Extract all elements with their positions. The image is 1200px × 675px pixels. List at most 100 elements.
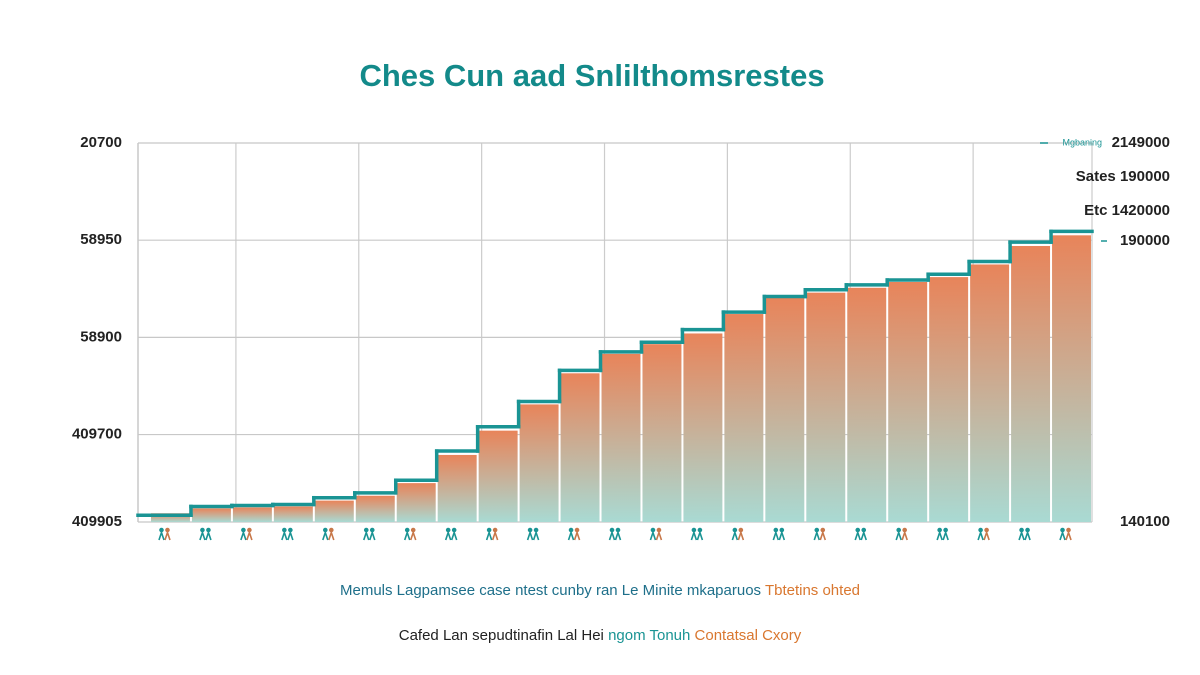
icon-body [240, 529, 247, 541]
y-tick-label: 58900 [80, 328, 122, 345]
person-icon [936, 527, 943, 541]
person-icon [246, 527, 253, 541]
bar [847, 287, 887, 522]
icon-body [1018, 529, 1025, 541]
icon-body [608, 529, 616, 541]
icon-body [322, 529, 329, 541]
bar [151, 513, 190, 522]
person-icon [199, 527, 206, 541]
bar [601, 353, 641, 522]
person-icon [363, 527, 370, 541]
footer-line: Cafed Lan sepudtinafin Lal Hei ngom Tonu… [399, 627, 802, 644]
icon-body [1059, 529, 1066, 541]
icon-body [614, 529, 622, 541]
icon-body [444, 529, 452, 541]
footer-text: Contatsal Cxory [690, 627, 801, 644]
icon-body [772, 529, 780, 541]
bar [765, 297, 805, 522]
icon-body [158, 529, 165, 541]
person-icon [287, 527, 294, 541]
right-label: Sates 190000 [1076, 168, 1170, 185]
icon-body [901, 529, 908, 541]
right-label: 2149000 [1112, 134, 1170, 151]
bar [970, 264, 1010, 522]
icon-body [164, 529, 171, 541]
icon-body [281, 529, 288, 541]
person-icon [532, 527, 540, 541]
icon-body [737, 529, 745, 541]
person-icon [854, 527, 861, 541]
person-icon [1018, 527, 1025, 541]
icon-body [813, 529, 821, 541]
icon-body [491, 529, 499, 541]
y-tick-label: 58950 [80, 231, 122, 248]
bar [888, 281, 928, 522]
bar [683, 333, 723, 522]
person-icon [403, 527, 411, 541]
icon-body [485, 529, 493, 541]
chart-title: Ches Cun aad Snlilthomsrestes [359, 58, 824, 93]
person-icon [328, 527, 335, 541]
right-label: 140100 [1120, 513, 1170, 530]
icon-body [731, 529, 739, 541]
bar [724, 314, 764, 522]
icon-body [526, 529, 534, 541]
bar [314, 500, 354, 522]
icon-body [573, 529, 581, 541]
icon-body [450, 529, 458, 541]
person-icon [737, 527, 745, 541]
icon-body [363, 529, 370, 541]
person-icon [895, 527, 902, 541]
person-icon [942, 527, 949, 541]
person-icon [281, 527, 288, 541]
bar [560, 373, 600, 522]
person-icon [813, 527, 821, 541]
person-icon [778, 527, 786, 541]
icon-body [778, 529, 786, 541]
person-icon [450, 527, 458, 541]
bar [191, 508, 231, 522]
icon-body [942, 529, 949, 541]
person-icon [696, 527, 704, 541]
icon-body [655, 529, 663, 541]
person-icon [860, 527, 867, 541]
icon-body [287, 529, 294, 541]
footer-text: Memuls Lagpamsee case ntest cunby ran Le… [340, 582, 761, 599]
icon-body [690, 529, 698, 541]
bar [1052, 235, 1091, 523]
bar [929, 277, 969, 522]
person-icon [526, 527, 534, 541]
person-icon [369, 527, 376, 541]
person-icon [444, 527, 452, 541]
y-tick-label: 409700 [72, 426, 122, 443]
icon-body [532, 529, 540, 541]
bar [519, 404, 559, 522]
person-icon [164, 527, 171, 541]
person-icon [901, 527, 908, 541]
person-icon [772, 527, 780, 541]
person-icon [158, 527, 165, 541]
icon-body [936, 529, 943, 541]
person-icon [655, 527, 663, 541]
step-line [136, 229, 1094, 517]
icon-body [819, 529, 827, 541]
bar [437, 454, 477, 522]
person-icon [983, 527, 990, 541]
y-tick-label: 409905 [72, 513, 122, 530]
person-icon [608, 527, 616, 541]
person-icon [205, 527, 212, 541]
person-icon [491, 527, 499, 541]
icon-body [649, 529, 657, 541]
icon-body [854, 529, 861, 541]
person-icon [1024, 527, 1031, 541]
person-icon [690, 527, 698, 541]
icon-body [409, 529, 417, 541]
person-icon [614, 527, 622, 541]
right-label: 190000 [1120, 232, 1170, 249]
icon-body [205, 529, 212, 541]
right-label: Etc 1420000 [1084, 202, 1170, 219]
person-icon [977, 527, 984, 541]
icon-body [977, 529, 984, 541]
icon-body [983, 529, 990, 541]
